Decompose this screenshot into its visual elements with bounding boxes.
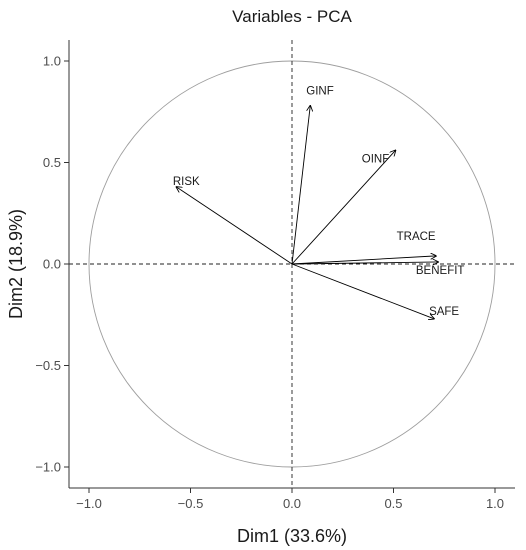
variable-arrow (291, 150, 396, 265)
x-tick-label: 0.0 (283, 496, 301, 511)
variable-trace: TRACE (291, 231, 436, 265)
variable-arrow (176, 187, 293, 265)
variable-oinf: OINF (291, 150, 396, 265)
y-tick-label: 0.0 (43, 257, 61, 272)
chart-title: Variables - PCA (232, 7, 352, 26)
x-axis-title: Dim1 (33.6%) (237, 526, 347, 546)
variable-arrow (291, 263, 434, 319)
x-axis-ticks: −1.0 −0.5 0.0 0.5 1.0 (76, 488, 504, 511)
plot-area: GINF OINF RISK TRACE BENEFIT SAFE (69, 40, 515, 488)
variable-benefit: BENEFIT (291, 262, 465, 277)
variable-label: SAFE (429, 306, 459, 318)
variable-label: RISK (173, 176, 200, 188)
y-axis-ticks: −1.0 −0.5 0.0 0.5 1.0 (35, 54, 69, 475)
variable-label: GINF (306, 86, 333, 98)
variable-arrows: GINF OINF RISK TRACE BENEFIT SAFE (173, 86, 465, 319)
x-tick-label: −0.5 (178, 496, 204, 511)
axes: −1.0 −0.5 0.0 0.5 1.0 −1.0 −0.5 0.0 0.5 1.0 (35, 40, 515, 511)
variable-ginf: GINF (291, 86, 334, 265)
x-tick-label: −1.0 (76, 496, 102, 511)
variable-safe: SAFE (291, 263, 459, 319)
variable-arrow (291, 262, 438, 264)
variable-risk: RISK (173, 176, 293, 265)
x-tick-label: 0.5 (384, 496, 402, 511)
y-tick-label: 1.0 (43, 54, 61, 69)
x-tick-label: 1.0 (486, 496, 504, 511)
variable-label: BENEFIT (416, 265, 465, 277)
variable-label: TRACE (397, 231, 436, 243)
y-tick-label: 0.5 (43, 155, 61, 170)
y-axis-title: Dim2 (18.9%) (6, 209, 26, 319)
variable-label: OINF (362, 153, 389, 165)
y-tick-label: −0.5 (35, 358, 61, 373)
variable-arrow (291, 106, 310, 265)
y-tick-label: −1.0 (35, 460, 61, 475)
variable-arrow (291, 256, 436, 265)
